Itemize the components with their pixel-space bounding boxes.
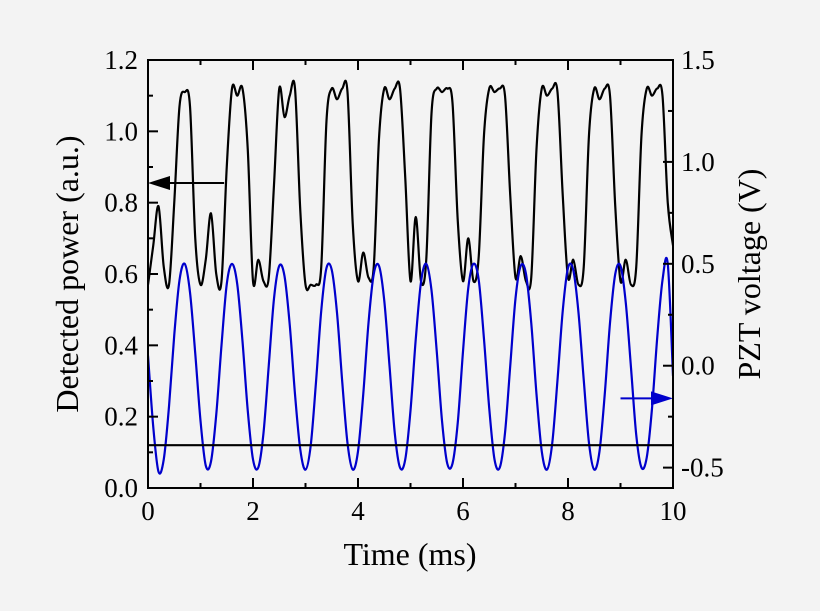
y-left-tick-label: 0.0: [104, 473, 138, 503]
y-left-tick-label: 0.8: [104, 188, 138, 218]
ticks-layer: 0 2 4 6 8 10 0.0 0.2 0.4 0.6 0.8 1.0 1.2 -0.5 0.0 0.5 1.…: [104, 45, 724, 526]
y-left-tick-label: 0.4: [104, 330, 138, 360]
y-left-tick-label: 1.2: [104, 45, 138, 75]
x-tick-label: 8: [561, 496, 575, 526]
x-axis-title: Time (ms): [343, 536, 476, 572]
annotation-layer: [148, 176, 673, 406]
x-tick-label: 4: [351, 496, 365, 526]
y-right-tick-label: 1.5: [681, 45, 715, 75]
y-left-tick-label: 1.0: [104, 116, 138, 146]
axis-arrowhead-left: [148, 176, 170, 191]
y-left-tick-label: 0.6: [104, 259, 138, 289]
x-tick-label: 10: [660, 496, 687, 526]
axis-arrowhead-right: [651, 391, 673, 406]
series-layer: [148, 79, 673, 475]
y-right-tick-label: 1.0: [681, 147, 715, 177]
pzt-voltage-line: [148, 256, 673, 475]
y-right-tick-label: 0.5: [681, 249, 715, 279]
x-tick-label: 0: [141, 496, 155, 526]
x-tick-label: 2: [246, 496, 260, 526]
y-axis-title-right: PZT voltage (V): [731, 169, 767, 380]
y-left-tick-label: 0.2: [104, 402, 138, 432]
detected-power-line: [148, 79, 673, 292]
x-tick-label: 6: [456, 496, 470, 526]
y-right-tick-label: 0.0: [681, 351, 715, 381]
y-right-tick-label: -0.5: [681, 453, 724, 483]
y-axis-title-left: Detected power (a.u.): [49, 135, 85, 412]
